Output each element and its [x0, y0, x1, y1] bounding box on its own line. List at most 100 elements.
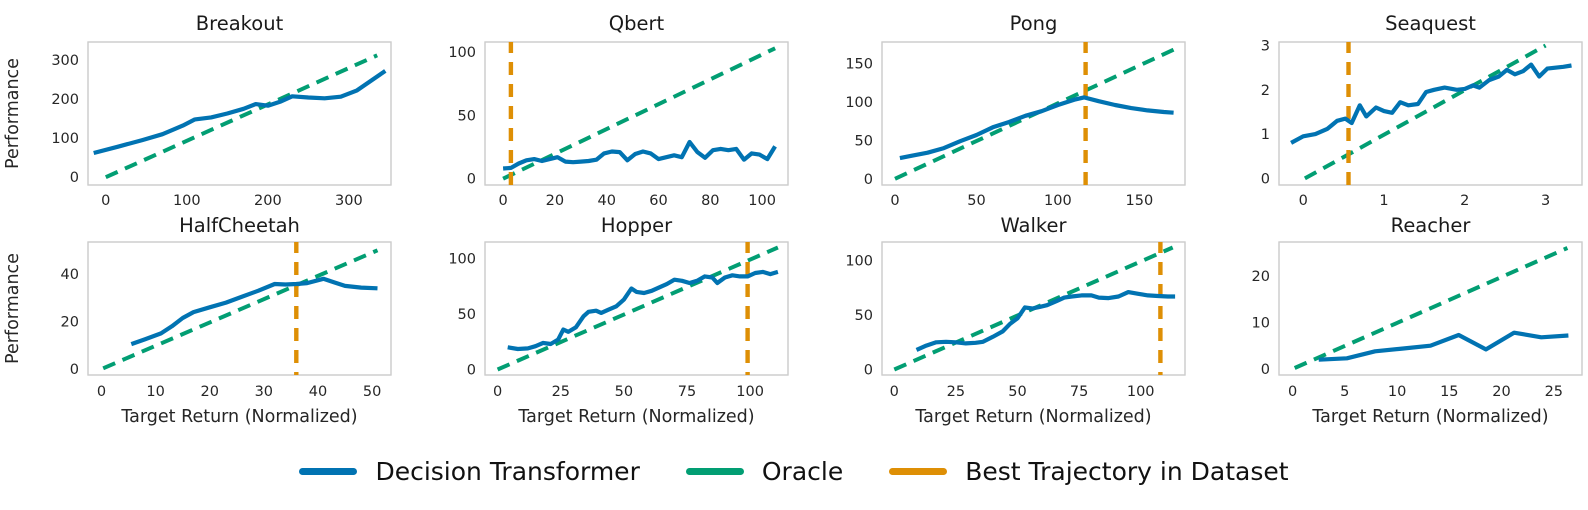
x-tick-label: 40 [597, 193, 615, 209]
y-tick-label: 20 [61, 315, 79, 331]
chart-svg: Qbert 0 20 40 60 80 100 0 50 100 [448, 12, 789, 209]
decision-transformer-line [502, 139, 777, 171]
x-tick-label: 2 [1460, 193, 1469, 209]
figure-grid: Breakout 0 100 200 300 0 100 200 300 Performance … [0, 0, 1588, 432]
decision-transformer-line [93, 69, 387, 156]
x-axis-label: Target Return (Normalized) [120, 407, 357, 427]
decision-transformer-line [130, 276, 378, 347]
chart-svg: Reacher 0 5 10 15 20 25 0 10 20 Target Return (Nor… [1252, 214, 1583, 427]
x-tick-label: 50 [363, 384, 381, 400]
x-tick-label: 50 [1008, 384, 1026, 400]
oracle-line [496, 245, 779, 372]
plot-area [1290, 42, 1572, 185]
y-tick-label: 50 [458, 307, 476, 323]
chart-hopper: Hopper 0 25 50 75 100 0 50 100 Target Return (Nor… [397, 210, 794, 432]
x-tick-label: 100 [736, 384, 764, 400]
oracle-line [1293, 246, 1569, 370]
x-tick-label: 10 [1388, 384, 1406, 400]
plot-area [894, 42, 1177, 185]
y-tick-label: 0 [1261, 362, 1270, 378]
y-tick-label: 100 [448, 252, 476, 268]
legend-item-decision-transformer: Decision Transformer [299, 456, 640, 486]
y-tick-label: 0 [467, 172, 476, 188]
x-tick-label: 100 [1127, 384, 1155, 400]
y-tick-label: 50 [855, 133, 873, 149]
y-tick-label: 0 [70, 170, 79, 186]
decision-transformer-line [1318, 330, 1569, 362]
x-tick-label: 0 [890, 193, 899, 209]
chart-title: Breakout [196, 12, 284, 35]
y-tick-label: 100 [448, 45, 476, 61]
y-tick-label: 0 [864, 363, 873, 379]
plot-area [496, 242, 779, 375]
y-tick-label: 150 [845, 57, 873, 73]
y-tick-label: 50 [458, 108, 476, 124]
chart-halfcheetah: HalfCheetah 0 10 20 30 40 50 0 20 40 Performance Ta… [0, 210, 397, 432]
decision-transformer-line [507, 269, 779, 352]
plot-area [1293, 246, 1569, 370]
chart-title: Reacher [1391, 214, 1472, 237]
x-tick-label: 300 [335, 193, 363, 209]
legend-label-best-trajectory: Best Trajectory in Dataset [965, 456, 1289, 486]
x-axis-label: Target Return (Normalized) [914, 407, 1151, 427]
y-axis-label: Performance [3, 253, 23, 364]
x-tick-label: 3 [1541, 193, 1550, 209]
plot-area [102, 242, 379, 375]
x-tick-label: 1 [1379, 193, 1388, 209]
x-tick-label: 75 [678, 384, 696, 400]
x-tick-label: 50 [615, 384, 633, 400]
x-axis-label: Target Return (Normalized) [517, 407, 754, 427]
best-trajectory-line-swatch [889, 467, 948, 475]
x-tick-label: 10 [146, 384, 164, 400]
y-tick-label: 40 [61, 267, 79, 283]
chart-svg: Seaquest 0 1 2 3 0 1 2 3 [1261, 12, 1583, 209]
x-tick-label: 0 [493, 384, 502, 400]
x-tick-label: 40 [309, 384, 327, 400]
legend-item-oracle: Oracle [685, 457, 843, 486]
chart-reacher: Reacher 0 5 10 15 20 25 0 10 20 Target Return (Nor… [1191, 210, 1588, 432]
x-axis-label: Target Return (Normalized) [1311, 407, 1548, 427]
chart-svg: HalfCheetah 0 10 20 30 40 50 0 20 40 Performance Ta… [3, 214, 392, 427]
y-tick-label: 20 [1252, 269, 1270, 285]
legend: Decision Transformer Oracle Best Traject… [0, 432, 1588, 510]
plot-area [93, 53, 387, 180]
chart-svg: Walker 0 25 50 75 100 0 50 100 Target Return (Nor… [845, 214, 1186, 427]
chart-seaquest: Seaquest 0 1 2 3 0 1 2 3 [1191, 0, 1588, 210]
decision-transformer-line-swatch [299, 467, 358, 475]
chart-breakout: Breakout 0 100 200 300 0 100 200 300 Performance [0, 0, 397, 210]
x-tick-label: 75 [1070, 384, 1088, 400]
y-tick-label: 100 [845, 254, 873, 270]
x-tick-label: 80 [701, 193, 719, 209]
y-tick-label: 0 [864, 172, 873, 188]
chart-title: Pong [1010, 12, 1058, 35]
x-tick-label: 25 [1545, 384, 1563, 400]
x-tick-label: 20 [546, 193, 564, 209]
y-tick-label: 300 [51, 53, 79, 69]
chart-title: Walker [1000, 214, 1067, 237]
x-tick-label: 15 [1440, 384, 1458, 400]
y-tick-label: 100 [51, 131, 79, 147]
decision-transformer-line [1290, 62, 1572, 145]
chart-title: HalfCheetah [179, 214, 300, 237]
x-tick-label: 100 [748, 193, 776, 209]
chart-title: Qbert [609, 12, 665, 35]
chart-walker: Walker 0 25 50 75 100 0 50 100 Target Return (Nor… [794, 210, 1191, 432]
plot-border [1278, 41, 1583, 186]
x-tick-label: 20 [200, 384, 218, 400]
chart-svg: Pong 0 50 100 150 0 50 100 150 [845, 12, 1186, 209]
x-tick-label: 50 [967, 193, 985, 209]
y-tick-label: 1 [1261, 127, 1270, 143]
y-tick-label: 200 [51, 92, 79, 108]
chart-title: Seaquest [1385, 12, 1476, 35]
x-tick-label: 200 [254, 193, 282, 209]
x-tick-label: 25 [552, 384, 570, 400]
legend-label-decision-transformer: Decision Transformer [375, 456, 640, 486]
x-tick-label: 60 [649, 193, 667, 209]
x-tick-label: 0 [890, 384, 899, 400]
plot-border [87, 41, 392, 186]
chart-svg: Hopper 0 25 50 75 100 0 50 100 Target Return (Nor… [448, 214, 789, 427]
y-tick-label: 100 [845, 95, 873, 111]
y-tick-label: 0 [1261, 171, 1270, 187]
decision-transformer-line [915, 289, 1176, 352]
oracle-line [1303, 43, 1547, 181]
